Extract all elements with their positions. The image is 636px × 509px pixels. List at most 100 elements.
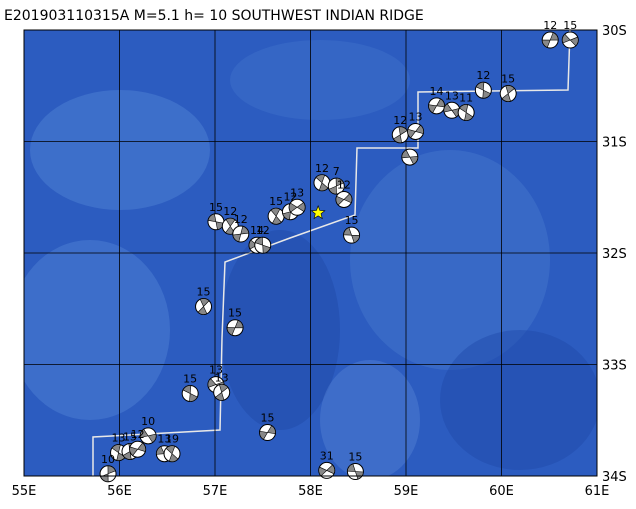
- beachball-quadrant: [214, 384, 229, 401]
- x-tick-label: 57E: [203, 484, 228, 499]
- beachball-quadrant: [288, 202, 306, 213]
- beachball-quadrant: [182, 385, 198, 402]
- beachball: [391, 126, 409, 144]
- beachball: [129, 440, 147, 458]
- beachball: [163, 445, 181, 463]
- beachball: [254, 236, 272, 254]
- beachball: [232, 225, 250, 243]
- beachball: [343, 226, 361, 244]
- x-tick-label: 56E: [107, 484, 132, 499]
- beachball: [195, 298, 213, 316]
- depth-label: 7: [333, 165, 340, 178]
- depth-label: 13: [445, 89, 459, 102]
- depth-label: 13: [215, 371, 229, 384]
- beachball: [443, 101, 461, 119]
- beachball-quadrant: [328, 177, 345, 195]
- beachball-quadrant: [343, 227, 360, 244]
- depth-label: 15: [123, 430, 137, 443]
- depth-label: 10: [101, 453, 115, 466]
- beachball: [221, 217, 239, 235]
- beachball: [327, 177, 345, 195]
- x-tick-label: 55E: [12, 484, 37, 499]
- depth-label: 13: [112, 432, 126, 445]
- beachball: [288, 198, 306, 216]
- beachball-quadrant: [197, 298, 210, 315]
- beachball: [401, 148, 419, 166]
- x-tick-label: 58E: [298, 484, 323, 499]
- beachball-quadrant: [254, 236, 271, 254]
- depth-label: 15: [261, 412, 275, 425]
- beachball-quadrant: [139, 428, 157, 443]
- beachball: [213, 383, 231, 401]
- beachball: [207, 213, 225, 231]
- depth-label: 31: [320, 449, 334, 462]
- depth-label: 15: [501, 73, 515, 86]
- beachball-quadrant: [541, 32, 559, 48]
- beachball-quadrant: [562, 33, 579, 47]
- depth-label: 12: [337, 178, 351, 191]
- depth-label: 19: [165, 433, 179, 446]
- plate-boundary: [92, 30, 571, 476]
- depth-label: 12: [131, 428, 145, 441]
- depth-label: 15: [563, 19, 577, 32]
- beachball: [181, 384, 199, 402]
- depth-label: 15: [345, 214, 359, 227]
- map-frame: [23, 29, 598, 477]
- depth-label: 14: [250, 224, 264, 237]
- depth-label: 15: [197, 286, 211, 299]
- depth-label: 12: [393, 114, 407, 127]
- beachball-quadrant: [226, 319, 244, 336]
- beachball: [428, 97, 446, 115]
- beachball: [259, 424, 277, 442]
- beachball-quadrant: [459, 104, 474, 121]
- beachball: [226, 319, 244, 337]
- depth-label: 15: [348, 451, 362, 464]
- main-event-star: [310, 205, 326, 220]
- y-tick-label: 34S: [602, 470, 627, 485]
- depth-label: 12: [223, 205, 237, 218]
- depth-label: 10: [141, 415, 155, 428]
- depth-label: 12: [234, 213, 248, 226]
- y-tick-label: 30S: [602, 24, 627, 39]
- beachball-quadrant: [501, 85, 515, 102]
- y-tick-label: 32S: [602, 247, 627, 262]
- title: E201903110315A M=5.1 h= 10 SOUTHWEST IND…: [4, 8, 424, 24]
- y-tick-label: 33S: [602, 359, 627, 374]
- x-tick-label: 61E: [585, 484, 610, 499]
- depth-label: 15: [209, 201, 223, 214]
- beachball: [499, 85, 517, 103]
- depth-label: 13: [409, 110, 423, 123]
- beachball-quadrant: [100, 465, 116, 483]
- beachball-quadrant: [315, 174, 329, 192]
- beachball: [474, 81, 492, 99]
- beachball-quadrant: [232, 225, 250, 243]
- depth-label: 12: [543, 19, 557, 32]
- beachball-quadrant: [270, 207, 282, 225]
- beachball: [313, 174, 331, 192]
- depth-label: 13: [290, 186, 304, 199]
- beachball-quadrant: [475, 81, 491, 99]
- beachball: [541, 31, 559, 49]
- depth-label: 15: [183, 372, 197, 385]
- depth-label: 14: [430, 85, 444, 98]
- beachball-quadrant: [401, 149, 419, 165]
- beachball-quadrant: [407, 124, 424, 139]
- beachball-quadrant: [335, 193, 353, 206]
- beachball-quadrant: [165, 445, 179, 462]
- depth-label: 11: [459, 92, 473, 105]
- depth-label: 15: [228, 307, 242, 320]
- depth-label: 13: [157, 433, 171, 446]
- beachball: [335, 190, 353, 208]
- beachball-quadrant: [129, 442, 146, 456]
- bathymetry: [24, 40, 597, 476]
- beachball: [561, 31, 579, 49]
- beachball: [457, 104, 475, 122]
- beachball-quadrant: [259, 425, 276, 440]
- beachball: [346, 463, 364, 481]
- depth-label: 12: [315, 162, 329, 175]
- beachball: [99, 465, 117, 483]
- depth-label: 15: [269, 195, 283, 208]
